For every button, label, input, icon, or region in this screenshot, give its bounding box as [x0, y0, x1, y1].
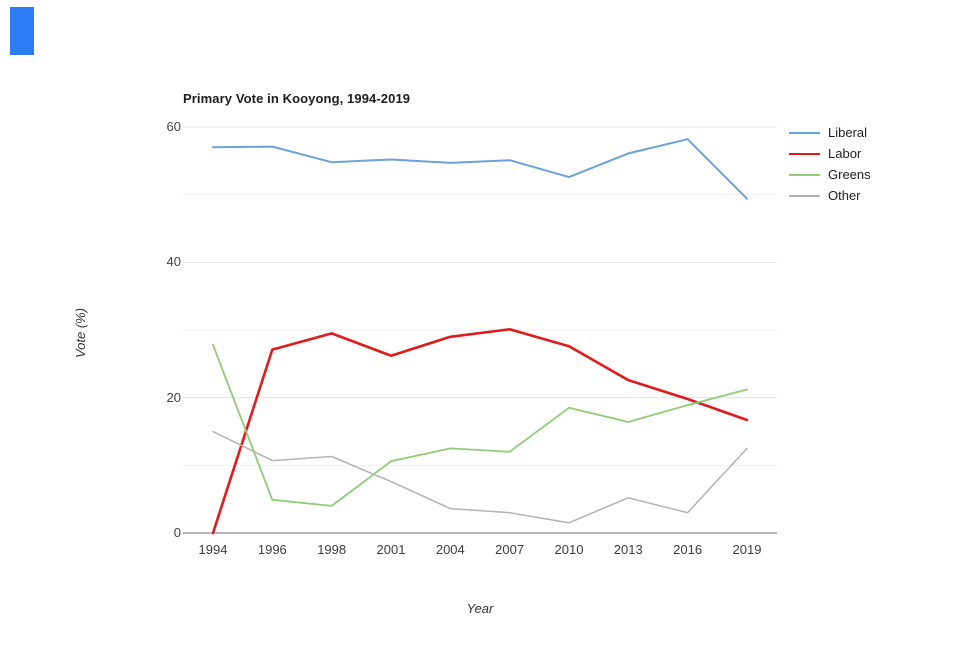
x-tick-label: 2010: [554, 542, 584, 557]
legend-item-greens: Greens: [789, 167, 871, 182]
legend-label: Greens: [828, 167, 871, 182]
legend-swatch-liberal: [789, 131, 820, 134]
legend-label: Labor: [828, 146, 862, 161]
y-axis-title: Vote (%): [73, 307, 88, 359]
x-tick-label: 2013: [613, 542, 643, 557]
y-tick-label: 0: [173, 525, 181, 540]
legend-label: Liberal: [828, 125, 868, 140]
legend-item-other: Other: [789, 188, 871, 203]
series-line-greens: [212, 343, 748, 507]
legend-swatch-labor: [789, 152, 820, 155]
legend-swatch-other: [789, 194, 820, 197]
series-line-other: [212, 430, 748, 524]
x-tick-label: 2016: [673, 542, 703, 557]
legend-swatch-greens: [789, 173, 820, 176]
legend-label: Other: [828, 188, 861, 203]
x-tick-label: 1994: [198, 542, 228, 557]
x-tick-label: 1996: [257, 542, 287, 557]
y-tick-label: 20: [166, 389, 181, 405]
y-tick-label: 60: [166, 118, 181, 134]
x-tick-label: 2004: [435, 542, 465, 557]
legend-item-liberal: Liberal: [789, 125, 871, 140]
x-tick-label: 2001: [376, 542, 406, 557]
y-tick-label: 40: [166, 254, 181, 270]
x-axis-title: Year: [466, 601, 494, 616]
series-line-liberal: [212, 138, 748, 200]
x-tick-label: 2007: [495, 542, 525, 557]
legend-item-labor: Labor: [789, 146, 871, 161]
chart-title: Primary Vote in Kooyong, 1994-2019: [183, 91, 411, 106]
x-tick-label: 2019: [732, 542, 762, 557]
legend: Liberal Labor Greens Other: [789, 125, 871, 209]
x-tick-label: 1998: [317, 542, 347, 557]
series-line-labor: [211, 327, 749, 535]
selection-marker: [10, 7, 34, 55]
